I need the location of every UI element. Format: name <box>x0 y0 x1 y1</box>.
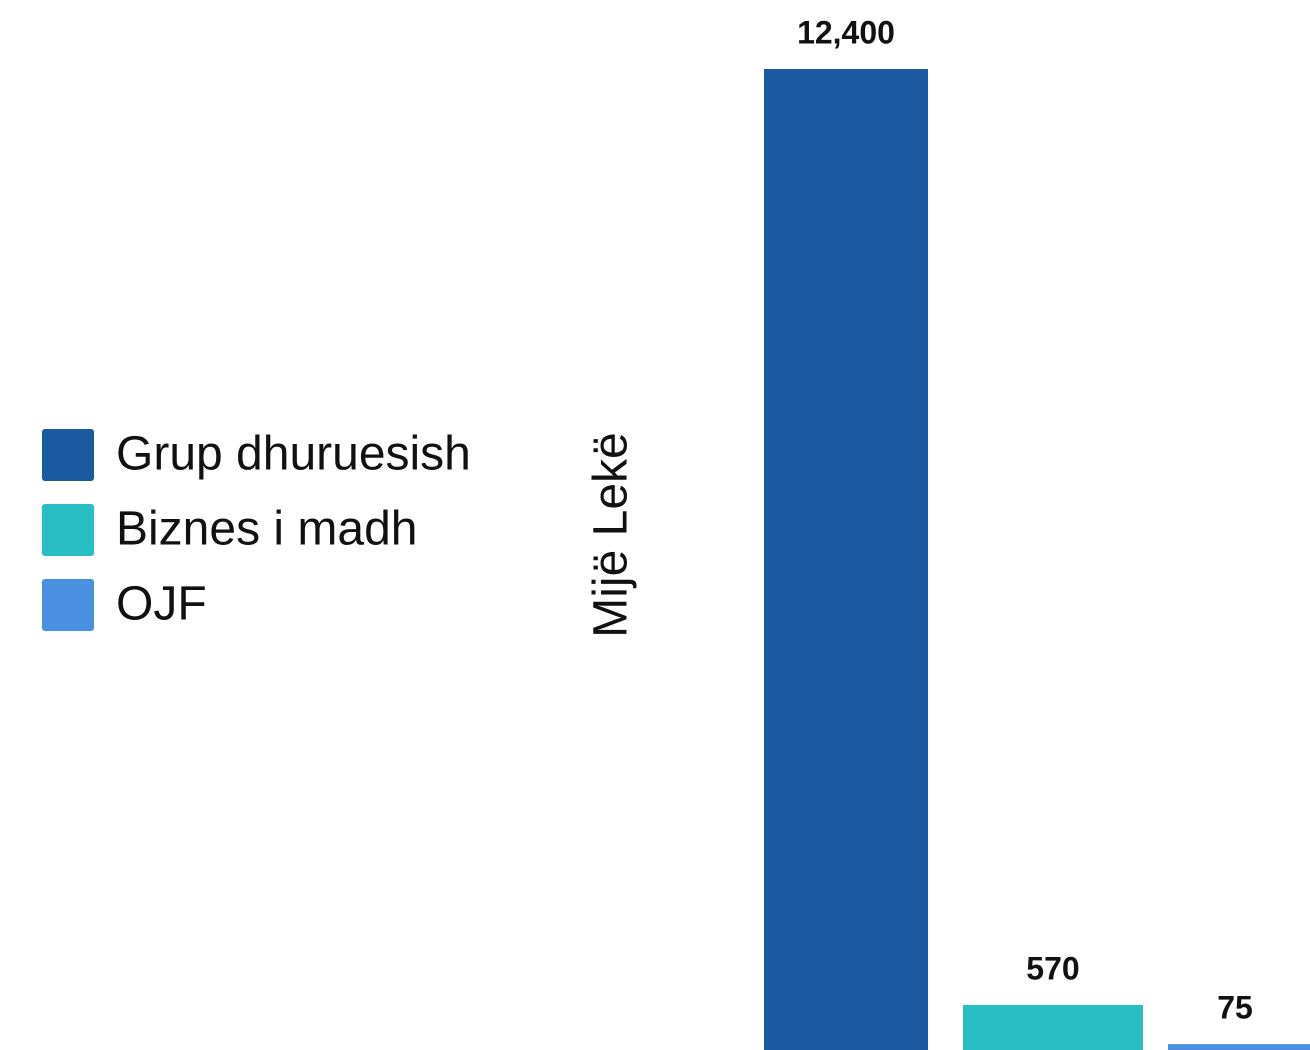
value-label: 12,400 <box>797 14 895 50</box>
bar <box>764 69 928 1050</box>
bar <box>1168 1044 1310 1050</box>
bar <box>963 1004 1143 1050</box>
legend-swatch <box>42 504 94 556</box>
legend-swatch <box>42 579 94 631</box>
y-axis-label: Mijë Lekë <box>585 432 638 637</box>
legend-label: OJF <box>116 578 207 631</box>
value-label: 570 <box>1026 950 1079 986</box>
value-label: 75 <box>1217 990 1253 1026</box>
legend-label: Grup dhuruesish <box>116 428 471 481</box>
legend-label: Biznes i madh <box>116 503 417 556</box>
legend-swatch <box>42 429 94 481</box>
